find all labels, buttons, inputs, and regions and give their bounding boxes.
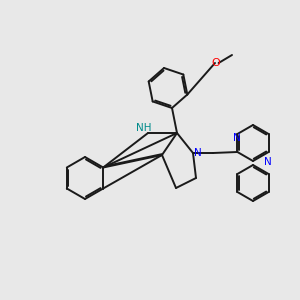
Text: NH: NH (136, 123, 151, 133)
Text: N: N (233, 133, 241, 143)
Text: N: N (194, 148, 201, 158)
Text: N: N (264, 157, 272, 167)
Text: O: O (211, 58, 220, 68)
